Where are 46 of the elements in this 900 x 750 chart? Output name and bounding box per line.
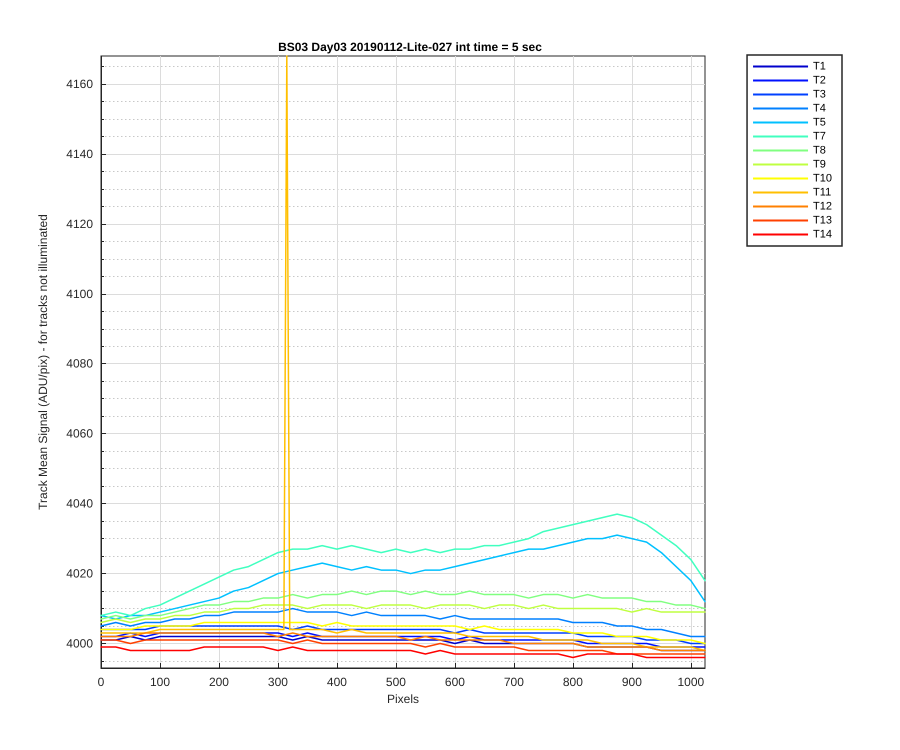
- y-tick-label: 4080: [66, 356, 94, 371]
- line-series: [100, 632, 706, 652]
- line-series: [100, 604, 706, 624]
- legend-label: T14: [813, 228, 832, 240]
- x-axis-title: Pixels: [386, 692, 420, 706]
- legend-label: T3: [813, 88, 826, 100]
- chart-title: BS03 Day03 20190112-Lite-027 int time = 5 sec: [278, 40, 542, 54]
- y-axis-title: Track Mean Signal (ADU/pix) - for tracks not illuminated: [36, 214, 50, 510]
- x-tick-label: 500: [386, 675, 406, 689]
- y-tick-label: 4040: [66, 496, 94, 511]
- legend-label: T1: [813, 60, 826, 72]
- x-tick-label: 700: [504, 675, 524, 689]
- x-tick-label: 800: [562, 675, 584, 689]
- x-tick-label: 400: [326, 675, 348, 689]
- legend-label: T2: [813, 74, 826, 86]
- legend-label: T11: [813, 186, 832, 198]
- legend-label: T9: [813, 158, 826, 170]
- legend-label: T8: [813, 144, 826, 156]
- x-tick-label: 100: [150, 675, 170, 689]
- y-tick-label: 4100: [66, 286, 94, 301]
- legend-label: T13: [813, 214, 832, 226]
- x-tick-label: 200: [208, 675, 230, 689]
- line-series: [100, 55, 706, 652]
- x-tick-label: 0: [98, 675, 105, 689]
- legend-label: T7: [813, 130, 826, 142]
- x-tick-label: 600: [444, 675, 466, 689]
- y-tick-label: 4140: [66, 146, 94, 161]
- y-tick-label: 4160: [66, 76, 94, 91]
- x-tick-label: 1000: [677, 675, 705, 689]
- legend-label: T5: [813, 116, 826, 128]
- line-series: [100, 646, 706, 658]
- legend-label: T10: [813, 172, 832, 184]
- line-series: [100, 639, 706, 655]
- y-tick-label: 4000: [66, 636, 94, 651]
- line-series: [100, 513, 706, 616]
- y-tick-label: 4060: [66, 426, 94, 441]
- legend-label: T4: [813, 102, 826, 114]
- line-series: [100, 608, 706, 638]
- y-tick-label: 4120: [66, 216, 94, 231]
- legend-label: T12: [813, 200, 832, 212]
- x-tick-label: 900: [622, 675, 642, 689]
- x-tick-label: 300: [268, 675, 288, 689]
- line-series: [100, 590, 706, 620]
- y-tick-label: 4020: [66, 566, 94, 581]
- line-series: [100, 534, 706, 620]
- line-series: [100, 622, 706, 644]
